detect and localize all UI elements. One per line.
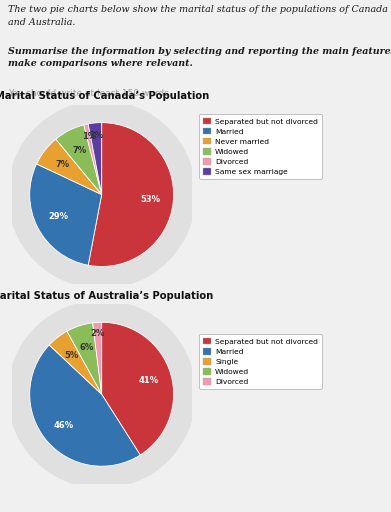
Wedge shape [102, 322, 174, 455]
Text: 5%: 5% [65, 351, 79, 360]
Text: 7%: 7% [56, 160, 70, 169]
Text: 29%: 29% [48, 212, 68, 221]
Wedge shape [84, 124, 102, 195]
Text: 6%: 6% [79, 343, 94, 352]
Text: 2%: 2% [91, 329, 105, 338]
Circle shape [8, 301, 195, 488]
Wedge shape [37, 139, 102, 195]
Text: 53%: 53% [140, 195, 160, 204]
Text: Summarise the information by selecting and reporting the main features, and
make: Summarise the information by selecting a… [8, 47, 391, 69]
Text: You should write at least 150 words.: You should write at least 150 words. [8, 89, 172, 98]
Wedge shape [30, 345, 140, 466]
Legend: Separated but not divorced, Married, Never married, Widowed, Divorced, Same sex : Separated but not divorced, Married, Nev… [199, 114, 322, 179]
Text: 7%: 7% [72, 146, 86, 156]
Wedge shape [56, 125, 102, 195]
Legend: Separated but not divorced, Married, Single, Widowed, Divorced: Separated but not divorced, Married, Sin… [199, 334, 322, 389]
Text: 46%: 46% [54, 421, 74, 430]
Text: The two pie charts below show the marital status of the populations of Canada
an: The two pie charts below show the marita… [8, 5, 388, 27]
Wedge shape [88, 122, 174, 267]
Text: 1%: 1% [82, 133, 96, 141]
Wedge shape [93, 322, 102, 394]
Title: Marital Status of Canada’s Population: Marital Status of Canada’s Population [0, 91, 209, 101]
Text: 3%: 3% [89, 131, 103, 140]
Wedge shape [30, 164, 102, 265]
Wedge shape [67, 323, 102, 394]
Wedge shape [49, 331, 102, 394]
Title: Marital Status of Australia’s Population: Marital Status of Australia’s Population [0, 291, 213, 301]
Wedge shape [88, 122, 102, 195]
Text: 41%: 41% [138, 376, 159, 385]
Circle shape [8, 101, 195, 288]
